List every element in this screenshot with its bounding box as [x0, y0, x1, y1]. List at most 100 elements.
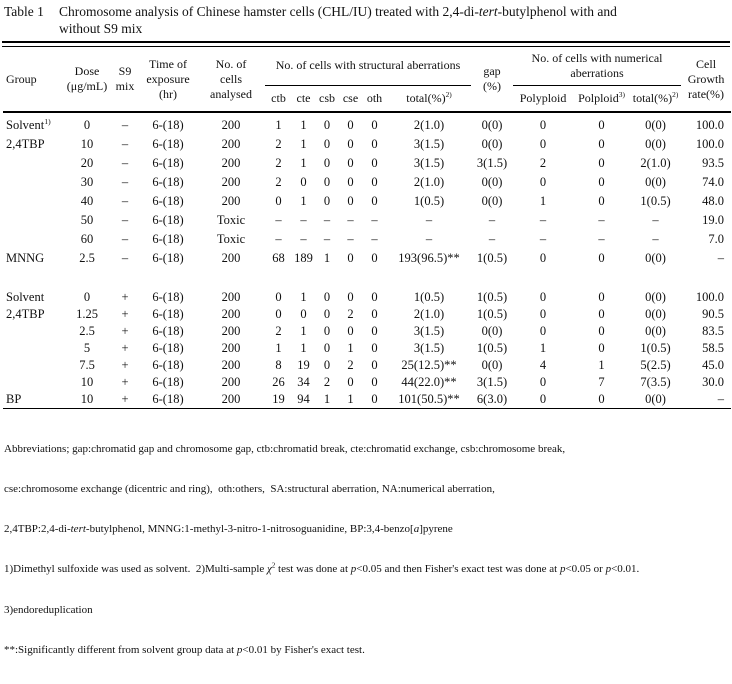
cell-cte: 1 — [300, 137, 307, 151]
cell-oth: 0 — [371, 118, 378, 132]
cell-s9: + — [121, 392, 129, 406]
cell-s9: – — [121, 251, 129, 265]
cell-polploid: – — [598, 232, 605, 246]
cell-oth: 0 — [371, 156, 378, 170]
cell-total-sa: 3(1.5) — [413, 324, 445, 338]
table-row: 2.5 +6-(18) 200 2 1 0 0 0 3(1.5) 0(0) 0 0 0(0) 83.5 — [3, 323, 731, 340]
col-header-dose: Dose (μg/mL) — [63, 47, 111, 113]
cell-s9: + — [121, 341, 129, 355]
cell-dose: 7.5 — [79, 358, 95, 372]
cell-polploid: 0 — [598, 307, 605, 321]
cell-total-sa: 2(1.0) — [413, 307, 445, 321]
cell-polyploid: 0 — [539, 375, 547, 389]
col-header-polploid: Polploid3) — [573, 85, 631, 113]
cell-gap: 0(0) — [481, 194, 503, 208]
col-header-polyploid: Polyploid — [513, 85, 574, 113]
cell-time: 6-(18) — [152, 375, 184, 389]
cell-gap: – — [488, 213, 496, 227]
cell-cte: 1 — [300, 118, 307, 132]
cell-s9: – — [121, 194, 129, 208]
cell-total-na: 0(0) — [645, 137, 666, 151]
cell-total-na: 0(0) — [645, 251, 666, 265]
caption-line-1: Chromosome analysis of Chinese hamster c… — [59, 4, 617, 19]
cell-polploid: 0 — [598, 251, 605, 265]
cell-total-sa: 1(0.5) — [413, 290, 445, 304]
header-row-top: Group Dose (μg/mL) S9 mix Time of exposu… — [3, 47, 732, 113]
cell-total-na: 2(1.0) — [640, 156, 671, 170]
section-spacer — [3, 268, 731, 289]
cell-group: Solvent — [6, 290, 45, 304]
cell-polploid: 0 — [598, 324, 605, 338]
footnote-abbreviations-3: 2,4TBP:2,4-di-tert-butylphenol, MNNG:1-m… — [4, 523, 453, 536]
cell-ctb: 2 — [275, 137, 282, 151]
cell-cse: 1 — [347, 392, 354, 406]
cell-total-na: – — [652, 213, 659, 227]
cell-cte: 1 — [300, 156, 307, 170]
table-caption: Chromosome analysis of Chinese hamster c… — [59, 4, 717, 37]
cell-total-sa: 2(1.0) — [413, 175, 445, 189]
cell-oth: 0 — [371, 307, 378, 321]
cell-polyploid: 0 — [539, 392, 547, 406]
cell-cells: 200 — [221, 118, 241, 132]
cell-total-na: 0(0) — [645, 324, 666, 338]
cell-ctb: 0 — [275, 307, 282, 321]
cell-oth: 0 — [371, 358, 378, 372]
cell-cse: 1 — [347, 341, 354, 355]
cell-cte: – — [300, 213, 307, 227]
cell-s9: + — [121, 307, 129, 321]
cell-cells: 200 — [221, 341, 241, 355]
cell-dose: 10 — [80, 375, 94, 389]
cell-s9: – — [121, 175, 129, 189]
cell-dose: 50 — [80, 213, 94, 227]
table-row: 2,4TBP 10–6-(18) 200 2 1 0 0 0 3(1.5) 0(0) 0 0 0(0) 1… — [3, 135, 731, 154]
cell-cte: 0 — [300, 307, 307, 321]
cell-polploid: 0 — [598, 137, 605, 151]
cell-cse: 0 — [347, 251, 354, 265]
cell-cte: 1 — [300, 290, 307, 304]
cell-cells: 200 — [221, 251, 241, 265]
table-row: 60 – 6-(18) Toxic – – – – – – – – – – 7.0 — [3, 230, 731, 249]
cell-s9: – — [121, 213, 129, 227]
cell-cse: 0 — [347, 194, 354, 208]
cell-time: 6-(18) — [152, 232, 184, 246]
cell-group — [3, 357, 63, 374]
cell-time: 6-(18) — [152, 341, 184, 355]
cell-total-sa: 44(22.0)** — [401, 375, 457, 389]
col-header-structural-aberrations: No. of cells with structural aberrations — [265, 47, 472, 86]
cell-dose: 0 — [83, 118, 91, 132]
cell-csb: 0 — [323, 194, 331, 208]
cell-total-sa: 2(1.0) — [413, 118, 445, 132]
cell-cse: 0 — [347, 375, 354, 389]
col-header-cell-growth-rate: Cell Growth rate(%) — [681, 47, 732, 113]
cell-cse: 2 — [347, 307, 354, 321]
cell-time: 6-(18) — [152, 118, 184, 132]
cell-total-sa: 25(12.5)** — [401, 358, 457, 372]
cell-time: 6-(18) — [152, 307, 184, 321]
cell-cells: 200 — [221, 175, 241, 189]
col-header-total-sa: total(%)2) — [387, 85, 472, 113]
cell-total-sa: 3(1.5) — [413, 137, 445, 151]
cell-csb: – — [323, 232, 331, 246]
cell-dose: 20 — [80, 156, 94, 170]
table-row: 50 – 6-(18) Toxic – – – – – – – – – – 19.0 — [3, 211, 731, 230]
cell-polploid: 7 — [598, 375, 605, 389]
cell-total-sa: – — [425, 232, 433, 246]
cell-cells: 200 — [221, 375, 241, 389]
col-header-oth: oth — [362, 85, 387, 113]
table-row: 7.5 +6-(18) 200 8 19 0 2 0 25(12.5)** 0(0) 4 1 5(2.5… — [3, 357, 731, 374]
cell-group — [3, 173, 63, 192]
cell-growth: 45.0 — [702, 358, 725, 372]
cell-growth: – — [717, 392, 725, 406]
cell-dose: 5 — [83, 341, 91, 355]
table-row: 5 +6-(18) 200 1 1 0 1 0 3(1.5) 1(0.5) 1 0 1(0.5) 58.5 — [3, 340, 731, 357]
cell-group — [3, 323, 63, 340]
caption-line-2: without S9 mix — [59, 20, 143, 36]
cell-polploid: 0 — [598, 156, 605, 170]
cell-s9: – — [121, 156, 129, 170]
cell-oth: 0 — [371, 375, 378, 389]
cell-polyploid: 0 — [539, 290, 547, 304]
cell-group — [3, 374, 63, 391]
cell-csb: – — [323, 213, 331, 227]
cell-dose: 40 — [80, 194, 94, 208]
col-header-ctb: ctb — [265, 85, 292, 113]
